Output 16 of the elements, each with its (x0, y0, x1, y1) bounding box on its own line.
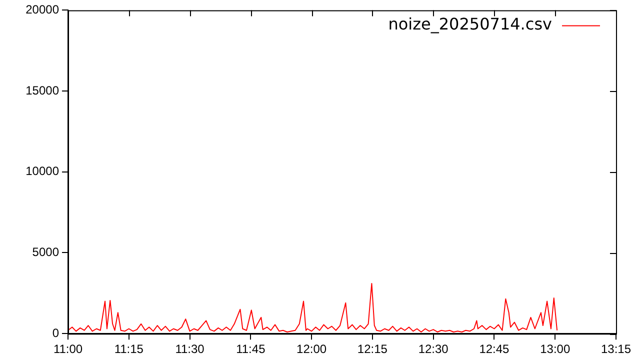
x-tick-label: 12:15 (357, 342, 388, 356)
x-tick-label: 13:15 (600, 342, 632, 356)
x-tick-label: 12:30 (418, 342, 449, 356)
x-tick-label: 11:15 (114, 342, 144, 356)
y-tick-label: 15000 (26, 83, 60, 98)
y-tick-label: 0 (52, 326, 60, 340)
x-tick-label: 11:30 (175, 342, 205, 356)
x-tick-label: 11:00 (53, 342, 83, 356)
y-tick-label: 10000 (26, 164, 60, 178)
y-tick-label: 5000 (32, 245, 60, 260)
x-tick-label: 11:45 (236, 342, 266, 356)
x-tick-label: 12:45 (479, 342, 510, 356)
x-tick-label: 13:00 (540, 342, 570, 356)
x-tick-label: 12:00 (296, 342, 327, 356)
text: noize_20250714.csv (388, 14, 552, 34)
y-tick-label: 20000 (26, 2, 60, 17)
